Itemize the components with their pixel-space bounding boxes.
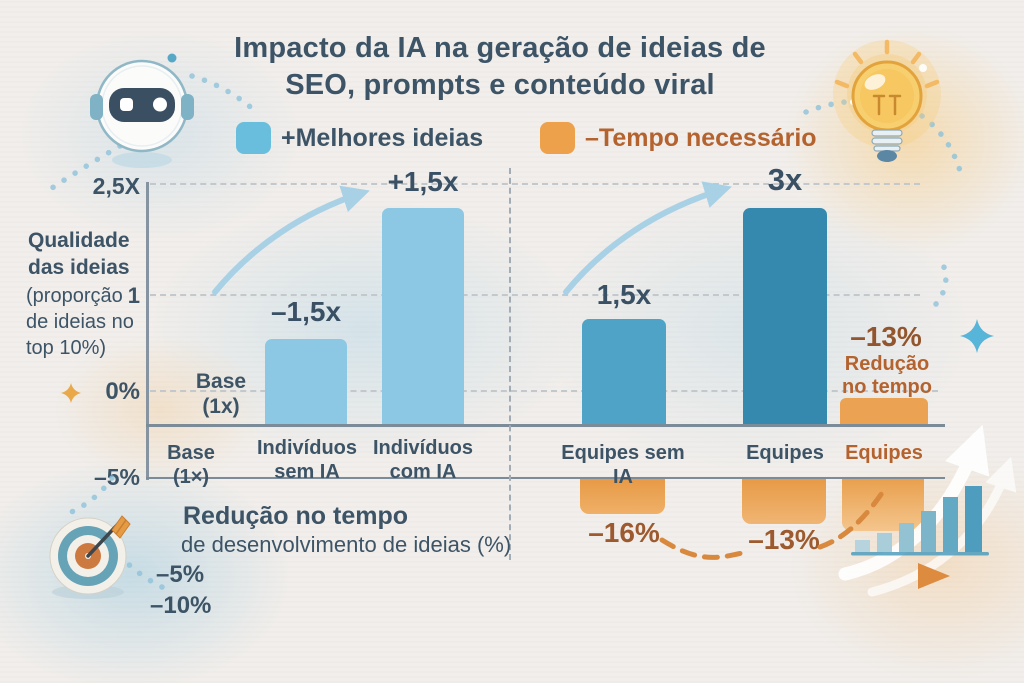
decor-blob <box>150 200 580 460</box>
value-label-individuals-without-ai: –1,5x <box>270 296 342 327</box>
annotation-time-text: Redução no tempo <box>842 353 932 398</box>
base-marker-line1: Base <box>195 370 247 393</box>
annotation-time-value: –13% <box>850 321 922 352</box>
bar-teams-with-ai <box>743 208 827 424</box>
axis-label-teams-time: Equipes <box>845 442 923 464</box>
axis-label-base: Base (1×) <box>167 442 215 488</box>
time-tick-minus5: –5% <box>156 561 205 588</box>
axis-label-teams-without-ai: Equipes sem IA <box>561 442 685 488</box>
legend-swatch-better-ideas <box>236 122 271 154</box>
time-section-subtitle: de desenvolvimento de ideias (%) <box>181 532 512 557</box>
section-divider-dashed <box>509 168 511 560</box>
page-title-line2: SEO, prompts e conteúdo viral <box>285 69 715 101</box>
label-band-bottom-line <box>146 477 945 479</box>
axis-label-individuals-without-ai: Indivíduos sem IA <box>257 437 357 483</box>
page-title: Impacto da IA na geração de ideias de SE… <box>212 30 788 104</box>
subbar-teams-without-ai-time <box>580 479 665 514</box>
axis-label-individuals-with-ai: Indivíduos com IA <box>373 437 473 483</box>
ytick-2-5x: 2,5X <box>92 173 140 199</box>
base-marker-line2: (1x) <box>202 395 240 418</box>
value-label-individuals-with-ai: +1,5x <box>387 166 459 197</box>
dotted-trail <box>933 259 949 307</box>
legend-swatch-time-needed <box>540 122 575 154</box>
legend-label-time-needed: –Tempo necessário <box>585 124 817 152</box>
bar-teams-time-top <box>840 398 928 424</box>
value-label-teams-without-ai: 1,5x <box>596 279 652 310</box>
sparkle-icon-small <box>61 383 81 403</box>
bar-individuals-with-ai <box>382 208 464 424</box>
value-label-teams-with-ai: 3x <box>767 162 803 197</box>
gridline-2-5x <box>150 183 920 185</box>
legend-label-better-ideas: +Melhores ideias <box>281 124 484 152</box>
page-title-line1: Impacto da IA na geração de ideias de <box>234 32 766 64</box>
growth-arrow-teams <box>563 181 732 295</box>
y-axis-line <box>146 182 149 480</box>
y-axis-title: Qualidade das ideias <box>28 229 130 279</box>
gridline-1 <box>150 294 920 296</box>
lightbulb-icon <box>833 39 941 162</box>
time-section-title: Redução no tempo <box>183 502 409 530</box>
growth-arrow-individuals <box>212 185 370 295</box>
base-marker: Base (1x) <box>182 369 260 419</box>
y-axis-subtitle: (proporção de ideias no top 10%) <box>26 285 134 359</box>
time-tick-minus10: –10% <box>150 592 212 619</box>
ytick-0: 0% <box>105 378 140 405</box>
time-label-teams: –13% <box>748 524 820 555</box>
time-trend-dashed-curve <box>659 537 745 560</box>
bar-teams-without-ai <box>582 319 666 424</box>
x-axis-baseline <box>146 424 945 427</box>
time-label-teams-without-ai: –16% <box>588 517 660 548</box>
growth-chart-icon <box>851 486 989 556</box>
subbar-teams-time <box>742 479 826 524</box>
gridline-0 <box>150 390 938 392</box>
sparkle-icon <box>960 319 994 353</box>
ytick-1: 1 <box>127 283 140 308</box>
minus5-dashed-arrow-head <box>918 563 950 589</box>
target-icon <box>49 515 131 599</box>
bar-individuals-without-ai <box>265 339 347 424</box>
robot-icon <box>90 53 194 168</box>
ytick-minus5: –5% <box>93 464 140 490</box>
axis-label-teams: Equipes <box>746 442 824 464</box>
